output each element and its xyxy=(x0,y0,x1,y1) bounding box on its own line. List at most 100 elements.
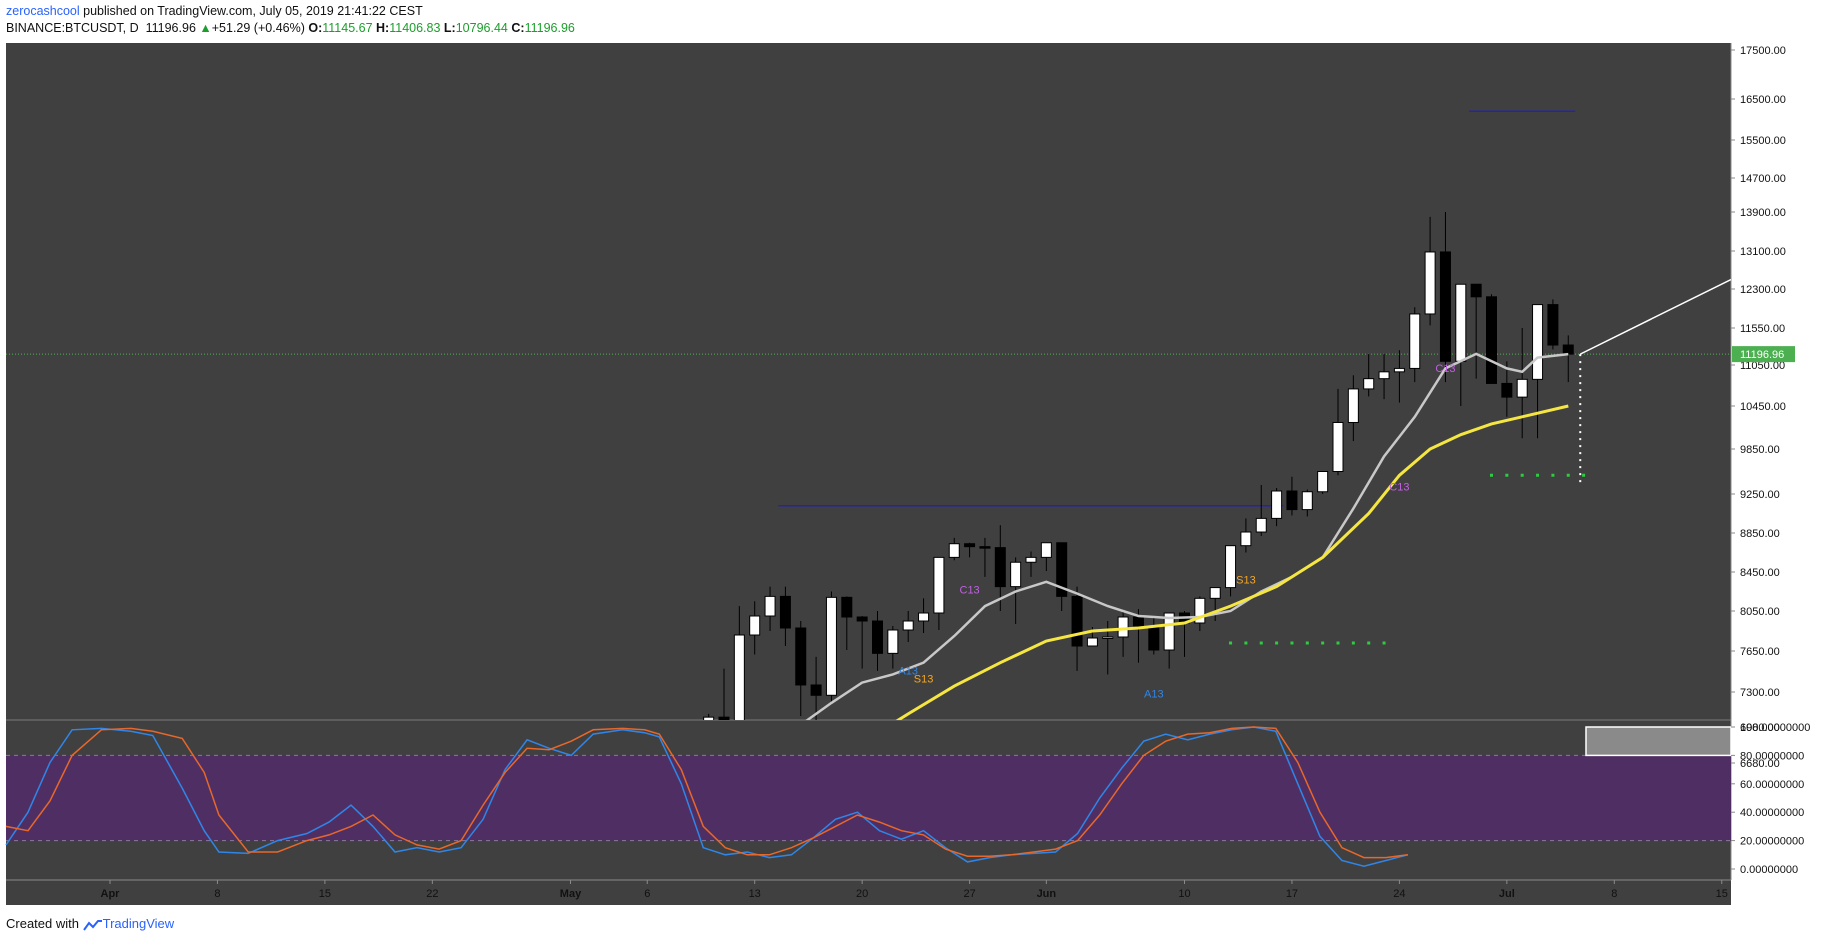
stochastic-k-line[interactable] xyxy=(5,726,1409,867)
candle[interactable] xyxy=(1194,596,1206,631)
stochastic-d-line[interactable] xyxy=(5,726,1408,859)
price-tick-label: 14700.00 xyxy=(1740,173,1786,185)
change-value: +51.29 (+0.46%) xyxy=(211,21,305,35)
candle[interactable] xyxy=(887,626,899,669)
candle[interactable] xyxy=(918,598,930,633)
candle[interactable] xyxy=(1516,328,1528,439)
candle[interactable] xyxy=(1317,471,1329,495)
author-link[interactable]: zerocashcool xyxy=(6,4,80,18)
candle[interactable] xyxy=(1040,542,1052,572)
candle[interactable] xyxy=(856,616,868,669)
candle[interactable] xyxy=(948,537,960,561)
stochastic-pane[interactable] xyxy=(5,726,1732,867)
bull-candle-body xyxy=(1271,490,1283,519)
candle[interactable] xyxy=(1363,353,1375,397)
tradingview-link[interactable]: TradingView xyxy=(102,916,175,931)
support-dot xyxy=(1275,641,1279,645)
candle[interactable] xyxy=(1547,299,1559,350)
price-tick-label: 9850.00 xyxy=(1740,444,1780,456)
candle[interactable] xyxy=(964,542,976,558)
support-dot xyxy=(1351,641,1355,645)
bear-candle-body xyxy=(810,684,822,696)
symbol-label[interactable]: BINANCE:BTCUSDT, D xyxy=(6,21,139,35)
candle[interactable] xyxy=(1255,485,1267,536)
bull-candle-body xyxy=(1240,531,1252,547)
candle[interactable] xyxy=(1025,551,1037,577)
candle[interactable] xyxy=(1486,294,1497,384)
candle[interactable] xyxy=(1470,283,1482,379)
support-dot xyxy=(1259,641,1263,645)
price-tick-label: 8450.00 xyxy=(1740,567,1780,579)
candle[interactable] xyxy=(1409,307,1421,383)
candle[interactable] xyxy=(994,525,1006,611)
created-with-text: Created with xyxy=(6,916,79,931)
candle[interactable] xyxy=(749,601,761,655)
support-dot xyxy=(1244,641,1248,645)
ma-fast-line[interactable] xyxy=(709,352,1569,845)
time-tick-label: 17 xyxy=(1286,888,1298,900)
candle[interactable] xyxy=(1117,611,1129,657)
stochastic-band xyxy=(6,755,1731,841)
projection-line[interactable] xyxy=(1579,278,1731,355)
price-pane[interactable]: A13A13S13C13A13S13C13C13 xyxy=(6,110,1731,845)
candle[interactable] xyxy=(1286,476,1298,516)
last-price-badge[interactable] xyxy=(1732,346,1795,363)
low-label: L: xyxy=(443,21,456,35)
stochastic-tick-label: 0.00000000 xyxy=(1740,864,1798,876)
bear-candle-body xyxy=(1470,283,1482,298)
candle[interactable] xyxy=(1301,489,1313,517)
support-dot xyxy=(1490,473,1493,477)
price-tick-label: 10450.00 xyxy=(1740,401,1786,413)
candle[interactable] xyxy=(1209,587,1221,621)
bear-candle-body xyxy=(1148,625,1160,651)
candle[interactable] xyxy=(902,611,914,642)
chart-header-quote: BINANCE:BTCUSDT, D 11196.96 ▲+51.29 (+0.… xyxy=(6,21,575,35)
td-annotation: A13 xyxy=(1144,688,1164,700)
bear-candle-body xyxy=(964,543,976,548)
bear-candle-body xyxy=(1056,542,1068,597)
bear-candle-body xyxy=(1132,616,1144,627)
bull-candle-body xyxy=(1086,637,1098,647)
candle[interactable] xyxy=(872,611,883,671)
candle[interactable] xyxy=(1240,518,1252,553)
support-dot xyxy=(1382,641,1386,645)
candle[interactable] xyxy=(1424,216,1436,326)
bull-candle-body xyxy=(764,595,776,617)
candle[interactable] xyxy=(810,656,822,737)
candle[interactable] xyxy=(933,556,945,630)
candle[interactable] xyxy=(1056,542,1068,611)
price-tick-label: 13900.00 xyxy=(1740,207,1786,219)
candle[interactable] xyxy=(841,596,853,650)
time-tick-label: May xyxy=(560,888,582,900)
bull-candle-body xyxy=(1363,378,1375,390)
bull-candle-body xyxy=(1378,371,1390,380)
candle[interactable] xyxy=(733,606,745,736)
bull-candle-body xyxy=(733,634,745,720)
candle[interactable] xyxy=(764,586,776,631)
candle[interactable] xyxy=(779,586,791,646)
candle[interactable] xyxy=(703,713,715,835)
candle[interactable] xyxy=(1532,304,1544,439)
candle[interactable] xyxy=(1347,375,1359,442)
candle[interactable] xyxy=(1378,353,1390,400)
stochastic-tick-label: 80.00000000 xyxy=(1740,750,1804,762)
candle[interactable] xyxy=(1071,586,1083,671)
candle[interactable] xyxy=(1393,350,1405,403)
candle[interactable] xyxy=(979,537,991,577)
time-tick-label: 22 xyxy=(426,888,438,900)
candle[interactable] xyxy=(718,668,730,743)
candle[interactable] xyxy=(825,591,837,703)
candle[interactable] xyxy=(1225,545,1237,597)
candle[interactable] xyxy=(1501,361,1513,417)
stochastic-tick-label: 20.00000000 xyxy=(1740,836,1804,848)
candle[interactable] xyxy=(1439,212,1451,383)
support-dot xyxy=(1336,641,1340,645)
ma-slow-line[interactable] xyxy=(816,404,1569,773)
candle[interactable] xyxy=(1271,488,1283,527)
low-value: 10796.44 xyxy=(455,21,508,35)
price-tick-label: 15500.00 xyxy=(1740,135,1786,147)
candle[interactable] xyxy=(1332,388,1344,476)
candle[interactable] xyxy=(795,621,807,717)
overbought-rectangle-drawing[interactable] xyxy=(1585,726,1732,757)
